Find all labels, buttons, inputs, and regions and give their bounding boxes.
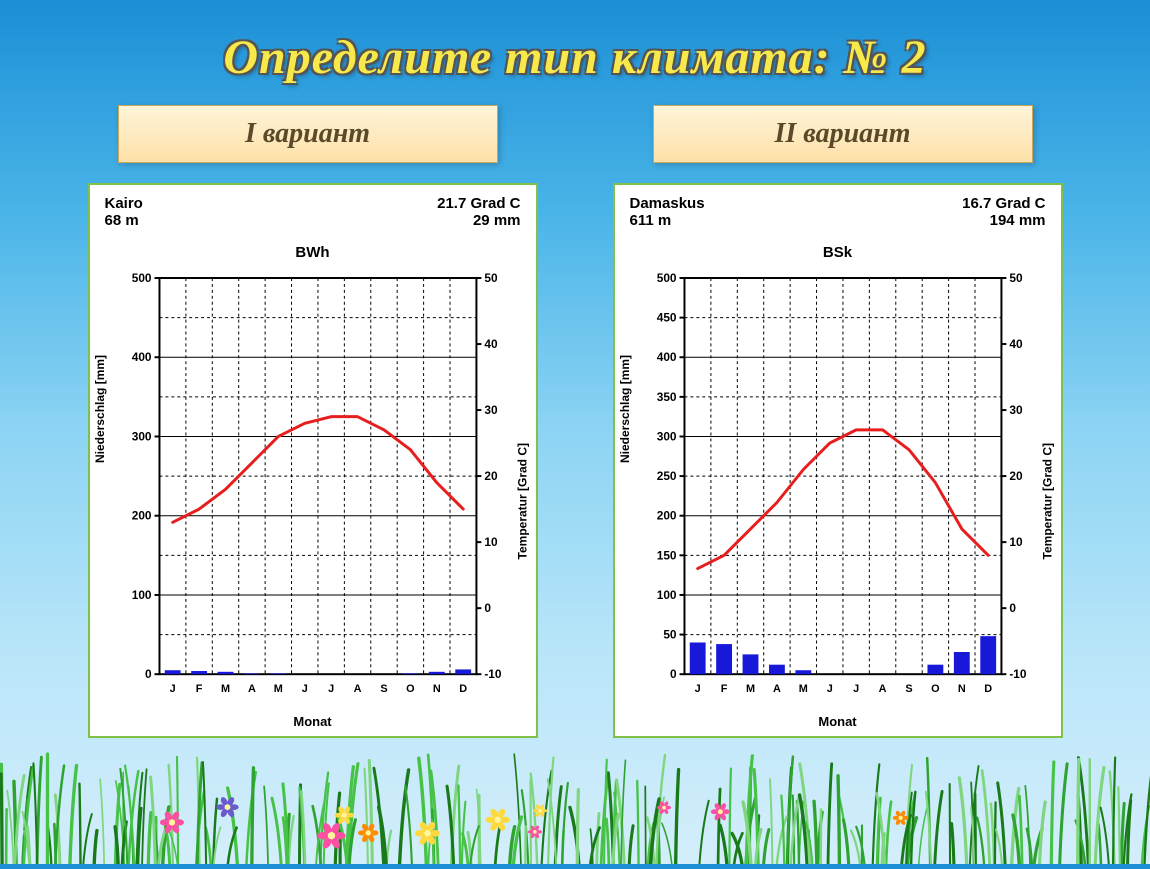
svg-text:0: 0 — [484, 601, 491, 615]
chart-1-precip-total: 29 mm — [437, 212, 520, 229]
svg-text:0: 0 — [144, 667, 151, 681]
svg-text:M: M — [798, 683, 807, 695]
chart-2-station: Damaskus — [630, 195, 705, 212]
svg-text:100: 100 — [131, 588, 151, 602]
chart-1-elevation: 68 m — [105, 212, 143, 229]
svg-text:200: 200 — [656, 509, 676, 523]
svg-text:J: J — [694, 683, 700, 695]
svg-text:D: D — [459, 683, 467, 695]
svg-text:F: F — [720, 683, 727, 695]
svg-text:A: A — [878, 683, 886, 695]
svg-text:A: A — [772, 683, 780, 695]
svg-text:J: J — [826, 683, 832, 695]
svg-text:S: S — [905, 683, 912, 695]
svg-text:O: O — [931, 683, 939, 695]
chart-1-station: Kairo — [105, 195, 143, 212]
svg-text:M: M — [220, 683, 229, 695]
svg-text:0: 0 — [669, 667, 676, 681]
svg-text:F: F — [195, 683, 202, 695]
chart-1-svg: 0 100 200 300 400 500 -10 0 10 20 30 40 50 J F M A M J J A S O… — [105, 266, 521, 706]
chart-2-elevation: 611 m — [630, 212, 705, 229]
chart-2-temp-avg: 16.7 Grad C — [962, 195, 1045, 212]
chart-1: Kairo 68 m 21.7 Grad C 29 mm BWh Nieders… — [88, 183, 538, 738]
chart-2-y-left-label: Niederschlag [mm] — [618, 355, 632, 463]
svg-text:100: 100 — [656, 588, 676, 602]
svg-text:D: D — [984, 683, 992, 695]
svg-text:500: 500 — [131, 271, 151, 285]
page-title: Определите тип климата: № 2 — [0, 0, 1150, 105]
svg-text:0: 0 — [1009, 601, 1016, 615]
svg-text:20: 20 — [1009, 469, 1023, 483]
charts-row: Kairo 68 m 21.7 Grad C 29 mm BWh Nieders… — [0, 183, 1150, 738]
variant-row: I вариант II вариант — [0, 105, 1150, 163]
svg-text:N: N — [432, 683, 440, 695]
svg-text:450: 450 — [656, 311, 676, 325]
svg-text:A: A — [247, 683, 255, 695]
svg-text:J: J — [301, 683, 307, 695]
svg-text:20: 20 — [484, 469, 498, 483]
svg-text:30: 30 — [1009, 403, 1023, 417]
svg-text:10: 10 — [1009, 535, 1023, 549]
svg-text:50: 50 — [663, 628, 677, 642]
svg-text:350: 350 — [656, 390, 676, 404]
svg-text:N: N — [957, 683, 965, 695]
svg-text:-10: -10 — [1009, 667, 1027, 681]
chart-2-precip-total: 194 mm — [962, 212, 1045, 229]
chart-1-temp-avg: 21.7 Grad C — [437, 195, 520, 212]
svg-text:400: 400 — [656, 350, 676, 364]
chart-2-code: BSk — [630, 244, 1046, 261]
chart-2: Damaskus 611 m 16.7 Grad C 194 mm BSk Ni… — [613, 183, 1063, 738]
svg-text:50: 50 — [1009, 271, 1023, 285]
chart-1-x-label: Monat — [105, 714, 521, 729]
svg-text:10: 10 — [484, 535, 498, 549]
svg-text:30: 30 — [484, 403, 498, 417]
variant-1-label: I вариант — [118, 105, 498, 163]
svg-text:S: S — [380, 683, 387, 695]
svg-text:300: 300 — [131, 429, 151, 443]
variant-2-label: II вариант — [653, 105, 1033, 163]
svg-text:M: M — [745, 683, 754, 695]
grass-decoration — [0, 744, 1150, 864]
chart-2-svg: 0 50 100 150 200 250 300 350 400 450 500 -10 0 10 20 30… — [630, 266, 1046, 706]
svg-text:250: 250 — [656, 469, 676, 483]
svg-text:M: M — [273, 683, 282, 695]
svg-text:500: 500 — [656, 271, 676, 285]
svg-text:400: 400 — [131, 350, 151, 364]
svg-text:50: 50 — [484, 271, 498, 285]
svg-text:150: 150 — [656, 548, 676, 562]
svg-text:J: J — [328, 683, 334, 695]
chart-2-x-label: Monat — [630, 714, 1046, 729]
svg-text:J: J — [169, 683, 175, 695]
svg-text:A: A — [353, 683, 361, 695]
chart-1-code: BWh — [105, 244, 521, 261]
chart-1-y-left-label: Niederschlag [mm] — [93, 355, 107, 463]
svg-text:300: 300 — [656, 429, 676, 443]
svg-text:200: 200 — [131, 509, 151, 523]
svg-text:40: 40 — [484, 337, 498, 351]
svg-text:O: O — [406, 683, 414, 695]
svg-text:40: 40 — [1009, 337, 1023, 351]
chart-1-y-right-label: Temperatur [Grad C] — [516, 443, 530, 559]
chart-2-y-right-label: Temperatur [Grad C] — [1041, 443, 1055, 559]
svg-text:-10: -10 — [484, 667, 502, 681]
svg-text:J: J — [853, 683, 859, 695]
